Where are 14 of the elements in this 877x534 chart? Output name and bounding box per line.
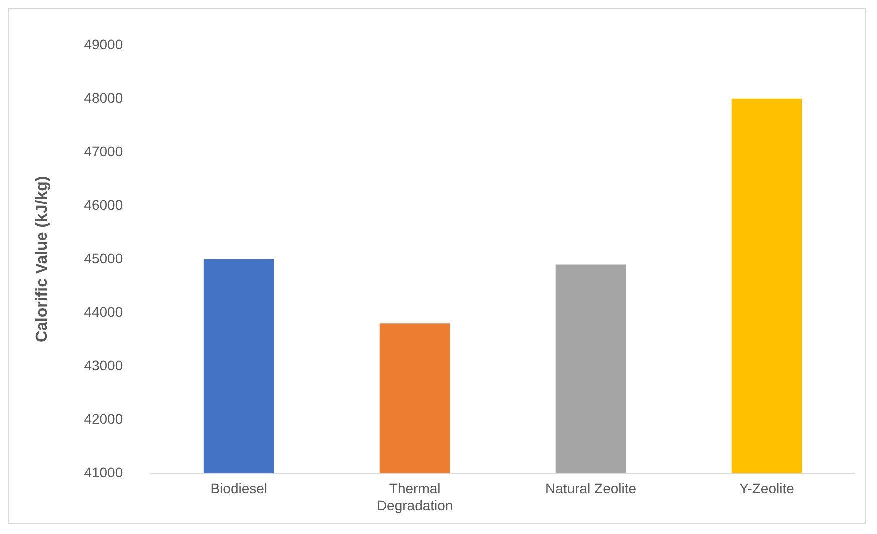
y-tick-label: 41000 bbox=[84, 464, 124, 480]
y-tick-label: 42000 bbox=[84, 410, 124, 427]
x-tick-label: Biodiesel bbox=[210, 480, 268, 497]
y-tick-label: 47000 bbox=[84, 143, 124, 160]
x-tick-label: Y-Zeolite bbox=[740, 480, 795, 497]
y-tick-label: 44000 bbox=[84, 304, 124, 320]
y-tick-label: 49000 bbox=[84, 36, 124, 52]
y-tick-label: 48000 bbox=[84, 90, 124, 106]
y-tick-label: 43000 bbox=[84, 357, 124, 374]
y-axis-title: Calorific Value (kJ/kg) bbox=[34, 176, 52, 343]
y-tick-label: 45000 bbox=[84, 250, 124, 266]
y-tick-label: 46000 bbox=[84, 196, 124, 213]
x-tick-label: Natural Zeolite bbox=[546, 480, 637, 497]
x-tick-label: Thermal Degradation bbox=[376, 480, 454, 514]
